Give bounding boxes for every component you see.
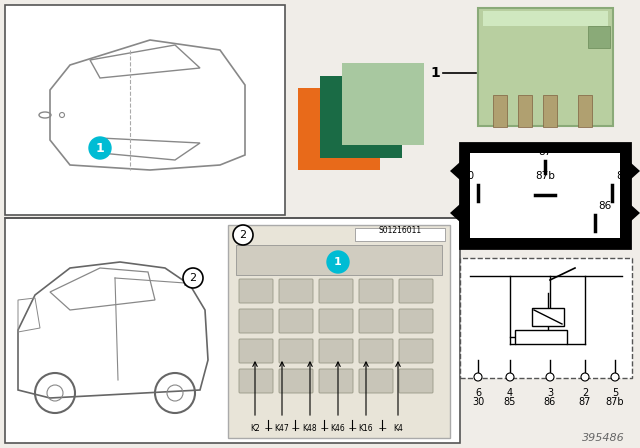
Circle shape bbox=[233, 225, 253, 245]
FancyBboxPatch shape bbox=[359, 309, 393, 333]
FancyBboxPatch shape bbox=[478, 8, 613, 126]
FancyBboxPatch shape bbox=[359, 369, 393, 393]
Text: —: — bbox=[378, 424, 386, 433]
Text: 86: 86 bbox=[598, 201, 611, 211]
Text: 2: 2 bbox=[239, 230, 246, 240]
FancyBboxPatch shape bbox=[5, 5, 285, 215]
Bar bbox=[320, 76, 402, 158]
Text: K4: K4 bbox=[393, 424, 403, 433]
Text: 1: 1 bbox=[430, 66, 440, 80]
FancyBboxPatch shape bbox=[319, 309, 353, 333]
Text: 1: 1 bbox=[95, 142, 104, 155]
Text: 30: 30 bbox=[461, 171, 474, 181]
Circle shape bbox=[611, 373, 619, 381]
Circle shape bbox=[546, 373, 554, 381]
Text: 1: 1 bbox=[334, 257, 342, 267]
Polygon shape bbox=[450, 204, 470, 222]
Text: 6: 6 bbox=[475, 388, 481, 398]
Circle shape bbox=[474, 373, 482, 381]
Text: 3: 3 bbox=[547, 388, 553, 398]
Circle shape bbox=[89, 137, 111, 159]
Bar bbox=[355, 228, 445, 241]
Bar bbox=[493, 95, 507, 127]
FancyBboxPatch shape bbox=[239, 279, 273, 303]
FancyBboxPatch shape bbox=[399, 369, 433, 393]
FancyBboxPatch shape bbox=[460, 258, 632, 378]
FancyBboxPatch shape bbox=[239, 339, 273, 363]
Text: K48: K48 bbox=[303, 424, 317, 433]
FancyBboxPatch shape bbox=[279, 309, 313, 333]
Bar bbox=[515, 330, 567, 344]
Polygon shape bbox=[620, 204, 640, 222]
Bar bbox=[532, 308, 564, 326]
Bar bbox=[298, 88, 380, 170]
FancyBboxPatch shape bbox=[5, 218, 460, 443]
Text: 2: 2 bbox=[582, 388, 588, 398]
Text: 87: 87 bbox=[538, 147, 552, 157]
FancyBboxPatch shape bbox=[399, 279, 433, 303]
FancyBboxPatch shape bbox=[239, 369, 273, 393]
FancyBboxPatch shape bbox=[460, 143, 630, 248]
Text: —: — bbox=[291, 424, 299, 433]
Text: 86: 86 bbox=[544, 397, 556, 407]
Text: —: — bbox=[348, 424, 356, 433]
Circle shape bbox=[183, 268, 203, 288]
Text: —: — bbox=[264, 424, 272, 433]
Text: K2: K2 bbox=[250, 424, 260, 433]
FancyBboxPatch shape bbox=[279, 339, 313, 363]
FancyBboxPatch shape bbox=[279, 369, 313, 393]
Text: S01216011: S01216011 bbox=[378, 226, 422, 235]
Text: 87b: 87b bbox=[605, 397, 624, 407]
Bar bbox=[342, 63, 424, 145]
Polygon shape bbox=[450, 162, 470, 180]
Text: K46: K46 bbox=[331, 424, 346, 433]
Bar bbox=[236, 245, 442, 275]
FancyBboxPatch shape bbox=[319, 369, 353, 393]
Circle shape bbox=[327, 251, 349, 273]
FancyBboxPatch shape bbox=[359, 339, 393, 363]
Text: K47: K47 bbox=[275, 424, 289, 433]
Text: 4: 4 bbox=[507, 388, 513, 398]
FancyBboxPatch shape bbox=[359, 279, 393, 303]
Bar bbox=[588, 26, 610, 48]
Text: 87: 87 bbox=[579, 397, 591, 407]
Text: 87b: 87b bbox=[535, 171, 555, 181]
Bar bbox=[578, 95, 592, 127]
FancyBboxPatch shape bbox=[239, 309, 273, 333]
Bar bbox=[483, 11, 608, 26]
Text: K16: K16 bbox=[358, 424, 373, 433]
FancyBboxPatch shape bbox=[399, 339, 433, 363]
FancyBboxPatch shape bbox=[279, 279, 313, 303]
Text: —: — bbox=[320, 424, 328, 433]
Polygon shape bbox=[620, 162, 640, 180]
Bar bbox=[518, 95, 532, 127]
Text: 85: 85 bbox=[504, 397, 516, 407]
Text: 85: 85 bbox=[616, 171, 629, 181]
FancyBboxPatch shape bbox=[228, 225, 450, 438]
FancyBboxPatch shape bbox=[399, 309, 433, 333]
Circle shape bbox=[581, 373, 589, 381]
Bar bbox=[543, 95, 557, 127]
Text: 395486: 395486 bbox=[582, 433, 625, 443]
Circle shape bbox=[506, 373, 514, 381]
Text: 30: 30 bbox=[472, 397, 484, 407]
FancyBboxPatch shape bbox=[470, 153, 620, 238]
Text: 5: 5 bbox=[612, 388, 618, 398]
Text: 2: 2 bbox=[189, 273, 196, 283]
FancyBboxPatch shape bbox=[319, 279, 353, 303]
FancyBboxPatch shape bbox=[319, 339, 353, 363]
